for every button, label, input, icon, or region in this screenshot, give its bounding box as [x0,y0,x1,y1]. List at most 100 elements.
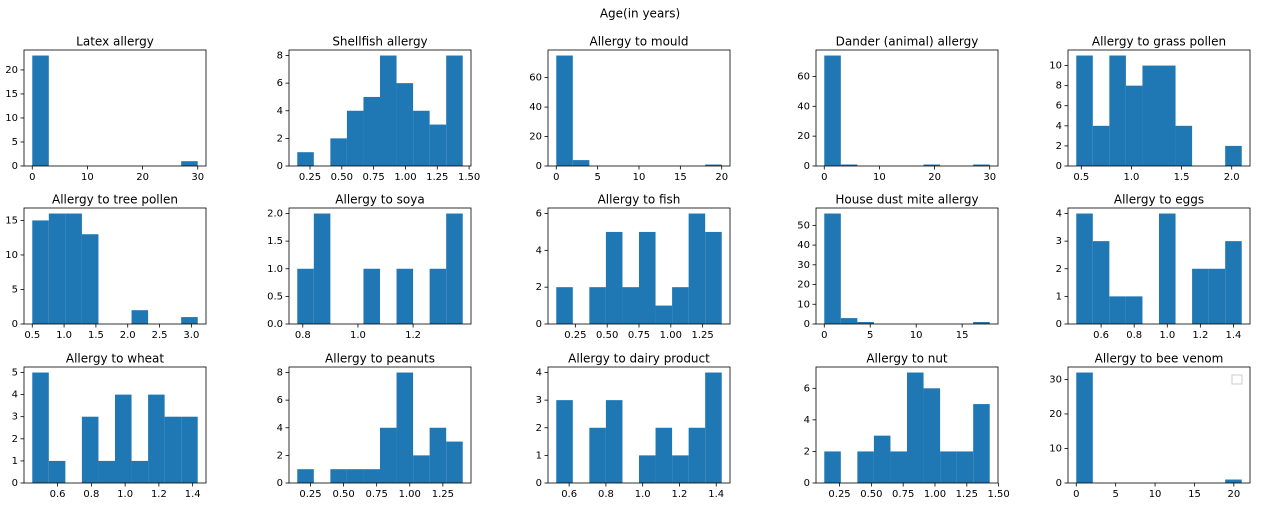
y-tick-label: 6 [277,395,283,406]
y-tick-label: 10 [1049,61,1062,72]
bar [32,372,49,483]
y-tick-label: 6 [536,209,542,220]
bar [1225,479,1242,483]
axes-frame [288,366,472,484]
x-tick-label: 1.50 [988,489,1010,500]
axes-frame [1067,49,1251,167]
y-tick-label: 5 [12,284,18,295]
axes-frame [815,49,999,167]
x-tick-label: 10 [633,172,646,183]
x-tick-label: 0.25 [299,489,321,500]
x-tick-label: 0.8 [83,489,99,500]
x-tick-label: 1.0 [1123,172,1139,183]
axes-frame [547,49,731,167]
bar [556,55,573,166]
y-tick-label: 0 [1056,478,1062,489]
axes-frame [547,366,731,484]
bar [1159,65,1176,166]
y-tick-label: 40 [529,102,542,113]
x-tick-label: 0 [553,172,559,183]
bar [688,213,706,324]
x-tick-label: 0.50 [596,330,618,341]
bar [131,460,149,483]
x-tick-label: 5 [594,172,600,183]
y-tick-label: 60 [797,71,810,82]
bar [672,455,689,483]
bar [1109,296,1126,324]
x-tick-label: 0.6 [561,489,577,500]
x-tick-label: 0.50 [332,489,354,500]
y-tick-label: 0 [536,319,542,330]
axes-frame [288,207,472,325]
y-tick-label: 15 [5,215,18,226]
x-tick-label: 0.6 [50,489,66,500]
axes-frame [1067,366,1251,484]
y-tick-label: 3 [1056,236,1062,247]
bar [148,394,165,483]
bar [639,455,656,483]
x-tick-label: 1.0 [117,489,133,500]
bar [655,305,673,324]
x-tick-label: 20 [928,172,941,183]
x-tick-label: 1.2 [671,489,687,500]
subplot-title: Allergy to wheat [66,352,165,366]
subplot-title: House dust mite allergy [835,193,978,207]
x-tick-label: 15 [674,172,687,183]
y-tick-label: 0 [804,161,810,172]
bar [446,213,463,324]
x-tick-label: 1.25 [692,330,714,341]
subplot-title: Allergy to dairy product [568,352,710,366]
bar [346,110,364,166]
bar [32,55,49,166]
x-tick-label: 1.4 [185,489,201,500]
x-tick-label: 0.5 [24,330,40,341]
x-tick-label: 20 [715,172,728,183]
y-tick-label: 1 [536,450,542,461]
bar [446,441,463,483]
x-tick-label: 0.75 [892,489,914,500]
x-tick-label: 30 [191,172,204,183]
x-tick-label: 0 [821,330,827,341]
x-tick-label: 10 [910,330,923,341]
bar [923,388,941,483]
bar [413,455,430,483]
x-tick-label: 15 [956,330,969,341]
x-tick-label: 0 [821,172,827,183]
bar [923,164,941,166]
x-tick-label: 1.5 [1174,172,1190,183]
y-tick-label: 40 [797,101,810,112]
x-tick-label: 0.5 [1073,172,1089,183]
y-tick-label: 0 [536,478,542,489]
y-tick-label: 0 [804,319,810,330]
bar [572,160,590,166]
x-tick-label: 10 [1149,489,1162,500]
x-tick-label: 1.0 [56,330,72,341]
y-tick-label: 0 [12,161,18,172]
y-tick-label: 20 [1049,409,1062,420]
y-tick-label: 4 [277,423,283,434]
bar [1076,372,1093,483]
bar [1225,241,1242,324]
y-tick-label: 4 [12,390,18,401]
bar [655,427,673,483]
bar [98,460,115,483]
y-tick-label: 10 [797,299,810,310]
bar [131,310,149,324]
axes-frame [23,366,207,484]
y-tick-label: 0.0 [267,319,283,330]
y-tick-label: 6 [804,383,810,394]
x-tick-label: 0.75 [628,330,650,341]
y-tick-label: 1.5 [267,236,283,247]
bar [840,318,858,324]
y-tick-label: 0 [277,478,283,489]
x-tick-label: 0.50 [331,172,353,183]
y-tick-label: 2 [277,450,283,461]
x-tick-label: 1.50 [458,172,480,183]
y-tick-label: 0 [1056,319,1062,330]
bar [429,427,447,483]
y-tick-label: 60 [529,73,542,84]
subplot-title: Allergy to tree pollen [52,193,178,207]
bar [1125,296,1143,324]
bar [429,268,447,324]
